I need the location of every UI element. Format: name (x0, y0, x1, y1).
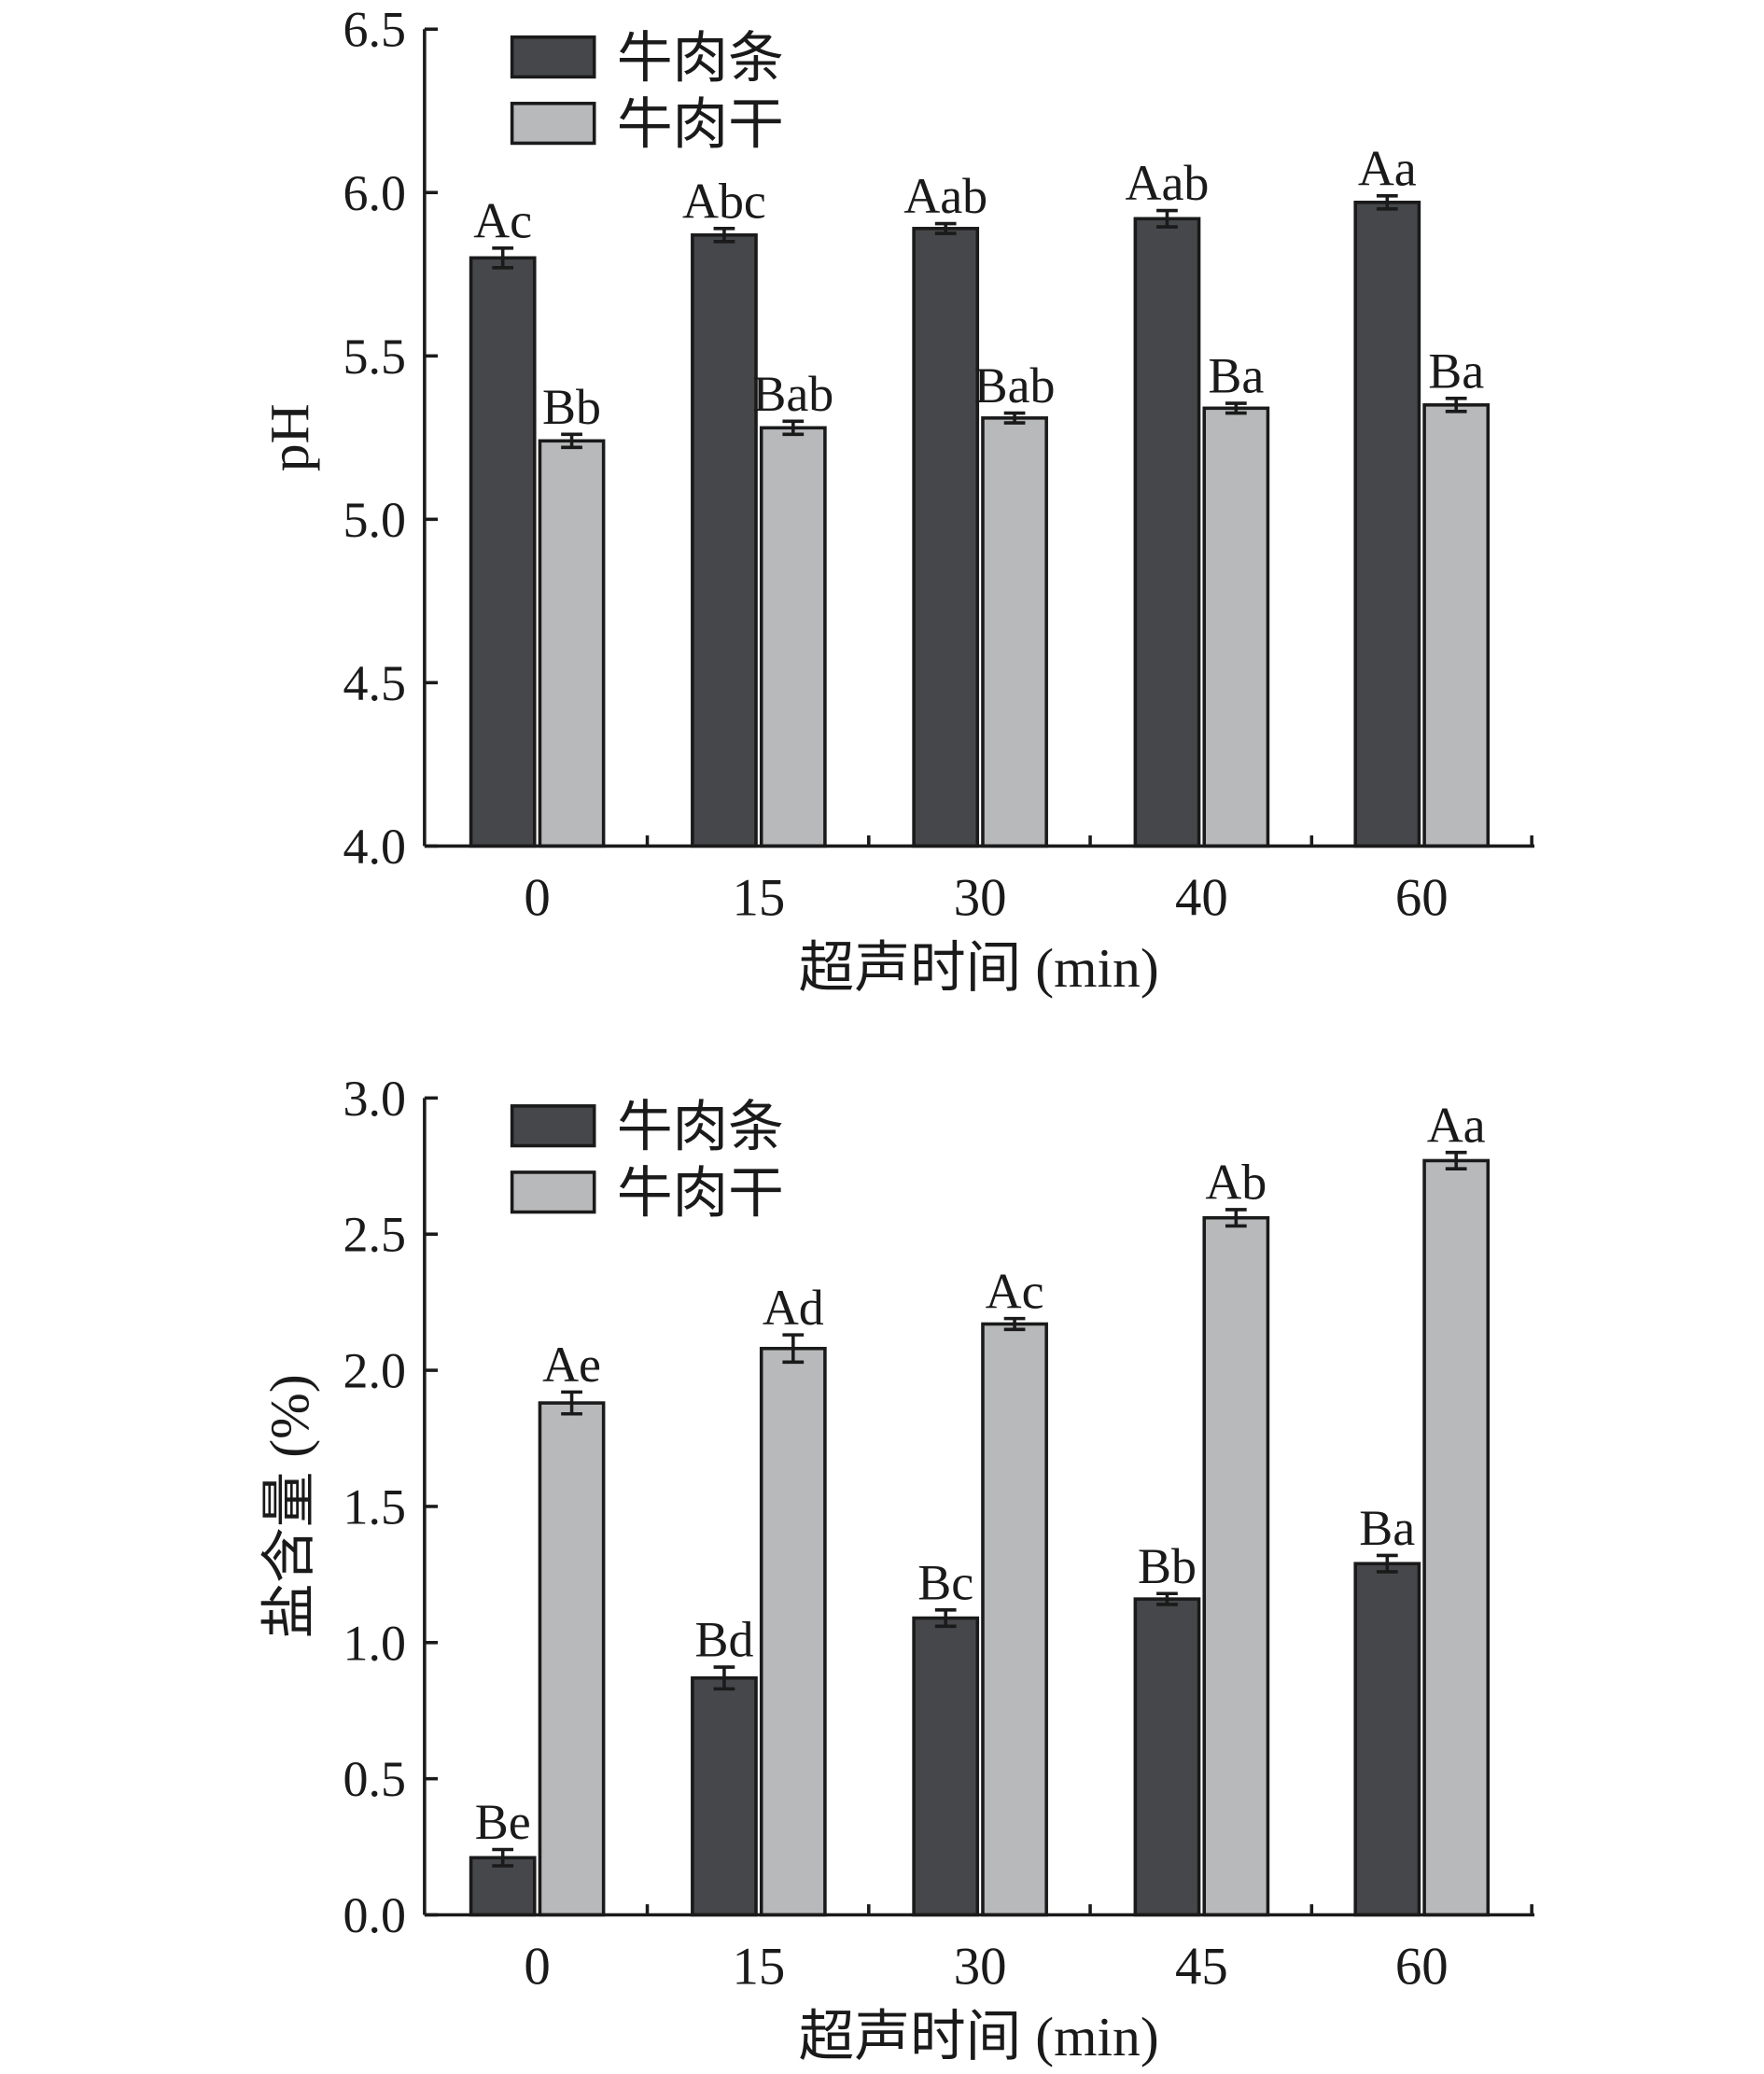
legend-swatch (510, 1170, 596, 1214)
bar-beef-jerky (1202, 406, 1270, 848)
significance-label: Be (475, 1794, 531, 1850)
x-axis-title: 超声时间 (min) (799, 937, 1159, 999)
legend-label: 牛肉干 (617, 93, 784, 155)
y-tick-label: 1.0 (343, 1615, 405, 1671)
significance-label: Ba (1359, 1500, 1415, 1556)
significance-label: Aa (1427, 1097, 1486, 1153)
y-tick-label: 5.0 (343, 492, 405, 548)
legend-label: 牛肉条 (617, 1096, 784, 1157)
legend-swatch (510, 102, 596, 146)
x-tick-label: 0 (524, 1937, 550, 1996)
significance-label: Aab (1125, 155, 1209, 211)
legend-swatch (510, 1104, 596, 1148)
bar-beef-strip (691, 233, 758, 848)
x-tick-label: 0 (524, 868, 550, 927)
bar-beef-jerky (981, 1322, 1048, 1917)
significance-label: Ae (542, 1337, 601, 1393)
y-tick-label: 0.0 (343, 1887, 405, 1943)
y-tick-label: 6.0 (343, 165, 405, 221)
significance-label: Bab (974, 357, 1056, 413)
bar-beef-jerky (538, 1401, 606, 1917)
significance-label: Abc (682, 173, 766, 229)
significance-label: Ad (763, 1280, 824, 1336)
significance-label: Aab (903, 168, 987, 224)
significance-label: Ac (986, 1263, 1044, 1319)
significance-label: Bb (542, 379, 601, 435)
bar-beef-strip (1133, 1597, 1201, 1917)
bar-beef-jerky (1202, 1215, 1270, 1917)
bar-beef-strip (1133, 217, 1201, 848)
y-tick-label: 2.5 (343, 1207, 405, 1263)
bar-beef-strip (469, 256, 537, 848)
x-tick-label: 60 (1395, 1937, 1449, 1996)
significance-label: Ba (1428, 343, 1484, 399)
significance-label: Ab (1205, 1155, 1267, 1211)
significance-label: Ac (473, 192, 532, 248)
y-axis-title: 盐含量 (%) (259, 1374, 320, 1638)
y-tick-label: 5.5 (343, 329, 405, 385)
bar-beef-jerky (759, 1346, 827, 1917)
x-tick-label: 30 (954, 1937, 1007, 1996)
bar-beef-jerky (759, 426, 827, 848)
chart-2: Be Bd Bc Bb Ba Ae Ad Ac Ab Aa 0.0 0.5 1.0 1.5 2.0 2.5 3.… (259, 1071, 1534, 2067)
x-tick-label: 15 (732, 868, 785, 927)
significance-label: Bc (917, 1554, 973, 1610)
y-tick-label: 4.0 (343, 819, 405, 875)
y-tick-label: 0.5 (343, 1751, 405, 1807)
bar-beef-strip (912, 1616, 980, 1917)
x-tick-label: 40 (1175, 868, 1228, 927)
legend-swatch (510, 35, 596, 79)
legend-label: 牛肉条 (617, 27, 784, 89)
x-tick-label: 15 (732, 1937, 785, 1996)
x-tick-label: 30 (954, 868, 1007, 927)
x-tick-label: 60 (1395, 868, 1449, 927)
bar-beef-strip (1353, 201, 1421, 848)
bar-beef-jerky (1422, 1158, 1491, 1917)
y-tick-label: 6.5 (343, 2, 405, 58)
bar-beef-strip (691, 1675, 758, 1917)
y-tick-label: 1.5 (343, 1478, 405, 1534)
bar-beef-jerky (981, 416, 1048, 848)
x-tick-label: 45 (1175, 1937, 1228, 1996)
legend-label: 牛肉干 (617, 1163, 784, 1225)
y-tick-label: 2.0 (343, 1343, 405, 1399)
bar-beef-jerky (1422, 403, 1491, 848)
significance-label: Bd (694, 1612, 753, 1668)
bar-beef-strip (912, 227, 980, 848)
significance-label: Bab (752, 366, 833, 422)
bar-beef-jerky (538, 439, 606, 848)
significance-label: Bb (1138, 1538, 1197, 1594)
y-axis-title: pH (259, 403, 320, 471)
bar-beef-strip (1353, 1562, 1421, 1917)
x-axis-title: 超声时间 (min) (799, 2006, 1159, 2067)
y-tick-label: 4.5 (343, 655, 405, 711)
chart-1: Ac Abc Aab Aab Aa Bb Bab Bab Ba Ba 4.0 4.5 5.0 5.5 6.0… (259, 2, 1534, 999)
significance-label: Ba (1208, 348, 1264, 404)
y-tick-label: 3.0 (343, 1071, 405, 1127)
significance-label: Aa (1358, 140, 1417, 196)
